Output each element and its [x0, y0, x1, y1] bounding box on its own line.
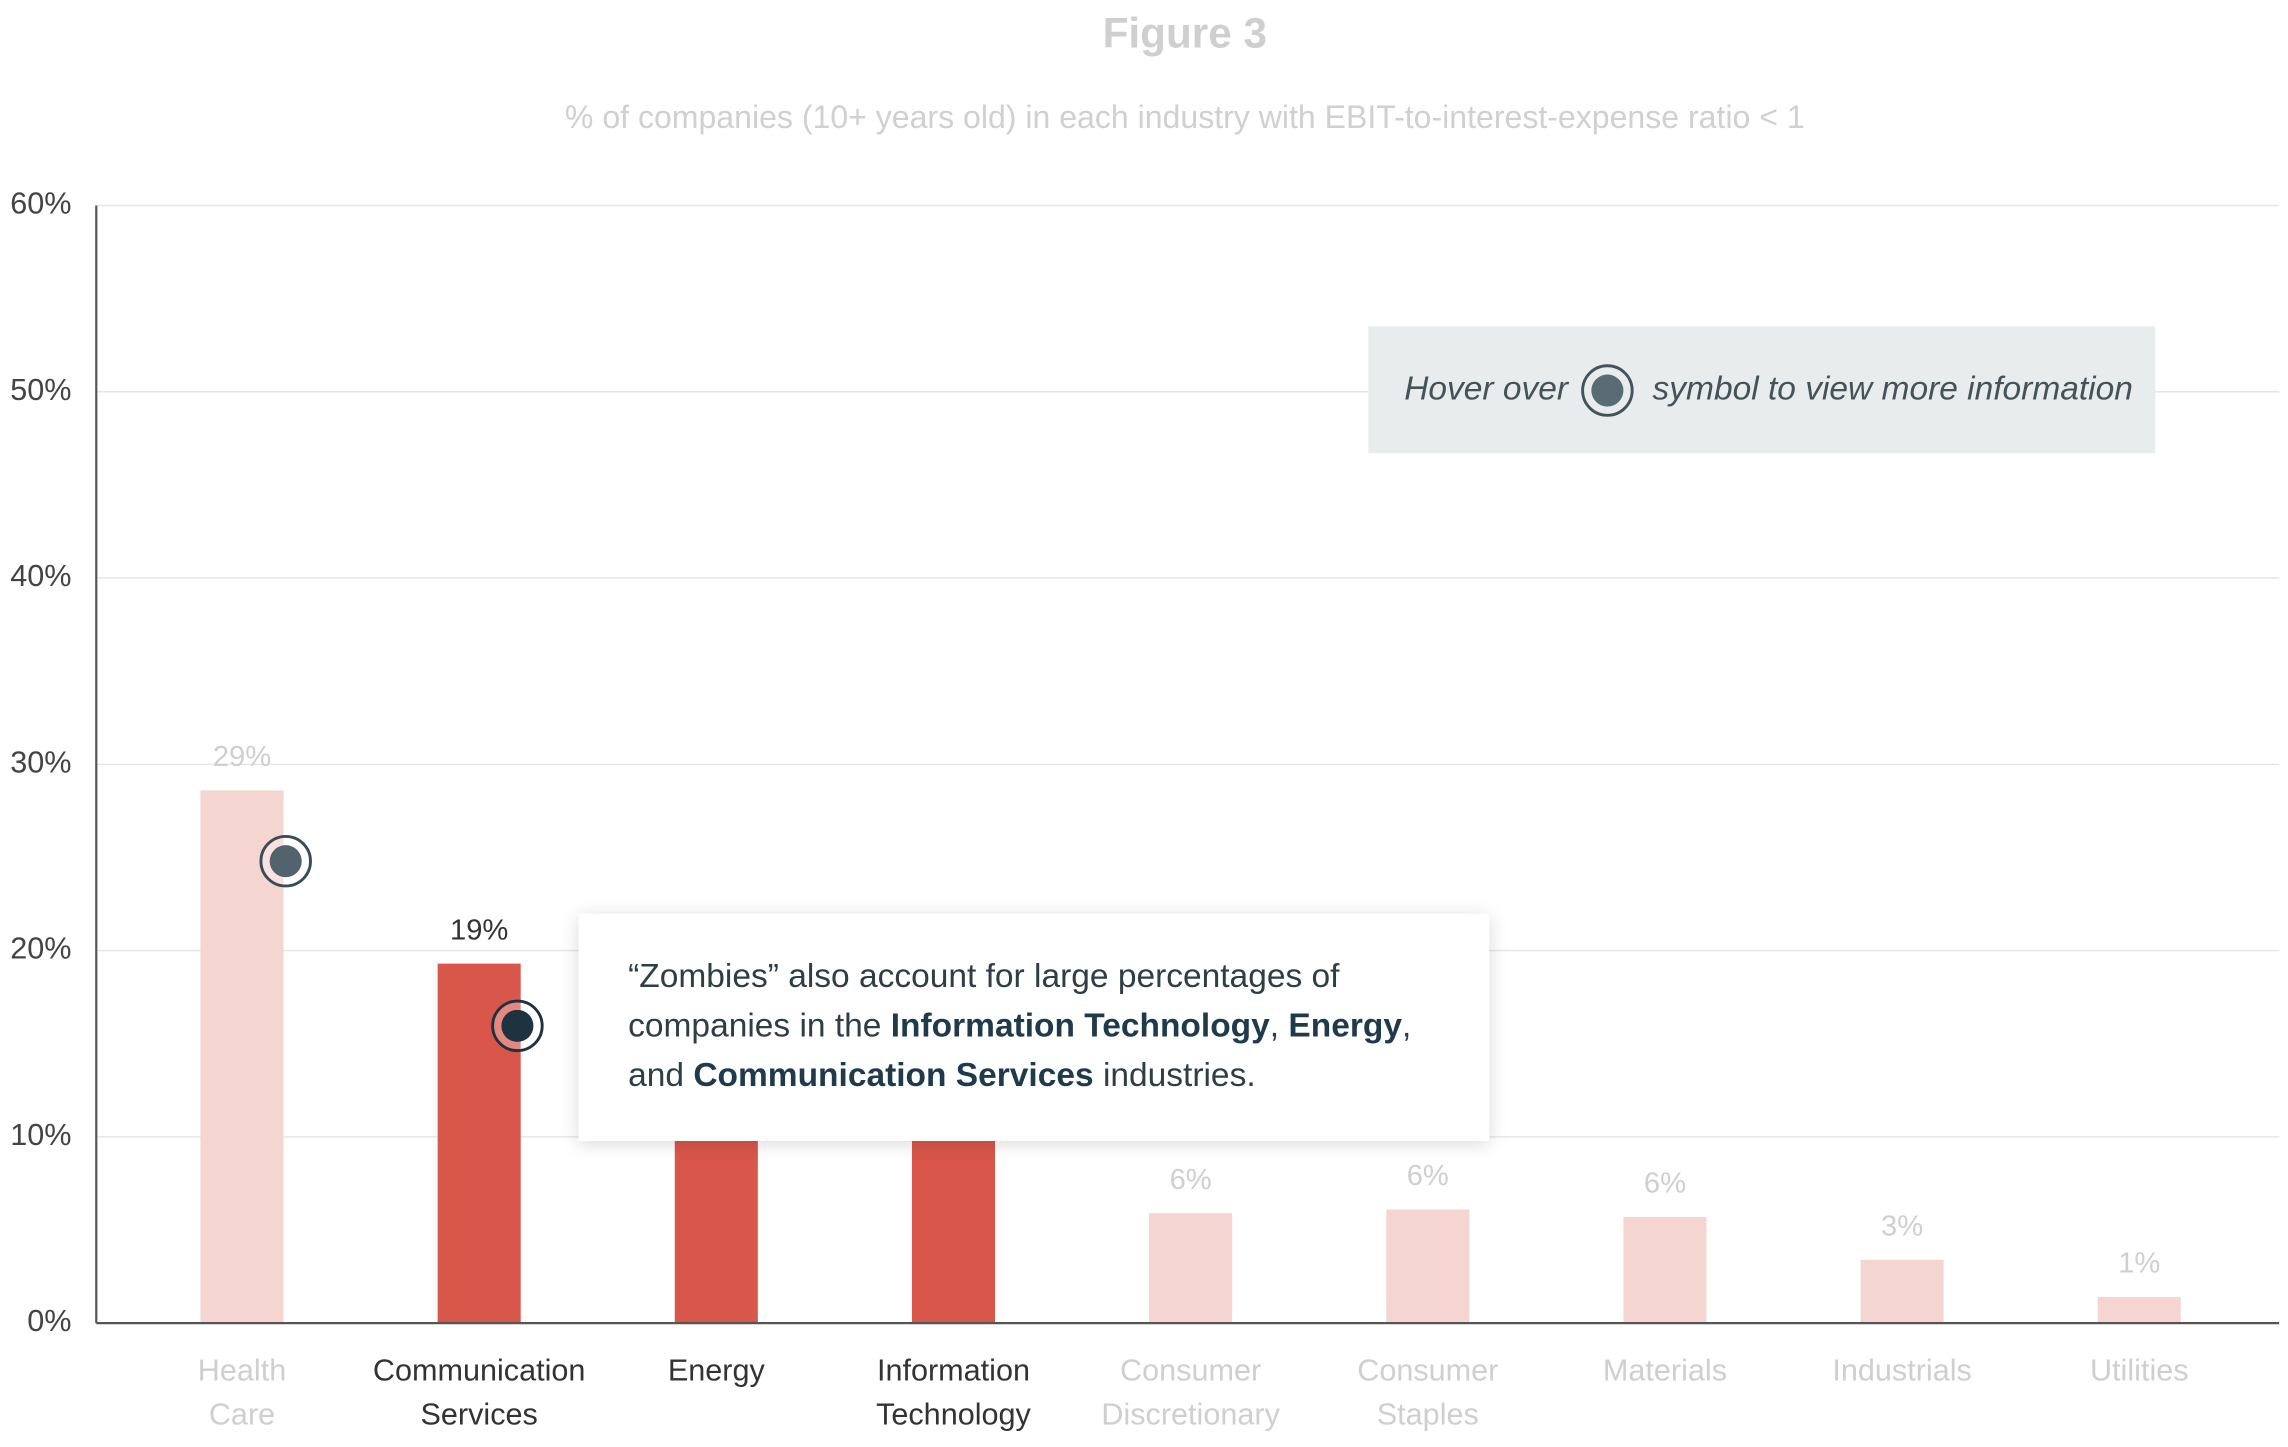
value-label: 1% — [2118, 1248, 2160, 1280]
value-label: 6% — [1170, 1164, 1212, 1196]
x-tick-label: Communication Services — [373, 1354, 586, 1432]
x-tick-label: Materials — [1603, 1354, 1727, 1388]
x-tick-label: Information Technology — [876, 1354, 1031, 1432]
x-tick-label: Consumer Staples — [1357, 1354, 1498, 1432]
info-marker[interactable] — [259, 834, 312, 888]
hint-box: Hover over symbol to view more informati… — [1368, 326, 2156, 454]
annotation-line: companies in the Information Technology,… — [628, 1007, 1411, 1044]
value-label: 6% — [1644, 1168, 1686, 1200]
annotation-segment: companies in the — [628, 1007, 891, 1044]
chart-subtitle: % of companies (10+ years old) in each i… — [565, 99, 1805, 135]
x-tick-label: Energy — [668, 1354, 766, 1388]
y-tick-label: 20% — [10, 932, 71, 966]
hint-icon — [1591, 374, 1624, 407]
annotation-segment: Communication Services — [693, 1057, 1093, 1094]
y-tick-label: 40% — [10, 559, 71, 593]
value-label: 19% — [450, 914, 508, 946]
x-tick-label: Health Care — [198, 1354, 286, 1432]
hint-icon-ring — [1581, 364, 1634, 417]
value-label: 29% — [213, 741, 271, 773]
info-marker-dot[interactable] — [501, 1009, 534, 1042]
value-label: 6% — [1407, 1160, 1449, 1192]
annotation-segment: , — [1270, 1007, 1289, 1044]
y-tick-label: 10% — [10, 1118, 71, 1152]
value-label: 3% — [1881, 1210, 1923, 1242]
annotation-segment: Information Technology — [891, 1007, 1270, 1044]
info-marker-dot[interactable] — [269, 845, 302, 878]
annotation-line: and Communication Services industries. — [628, 1057, 1255, 1094]
annotation-line: “Zombies” also account for large percent… — [628, 958, 1340, 995]
hint-background — [1368, 326, 2156, 454]
y-tick-label: 30% — [10, 745, 71, 779]
chart-title: Figure 3 — [1103, 10, 1267, 57]
annotation-segment: , — [1402, 1007, 1411, 1044]
bar — [1623, 1216, 1707, 1324]
annotation-box — [578, 913, 1490, 1141]
y-tick-label: 50% — [10, 373, 71, 407]
info-marker[interactable] — [491, 999, 544, 1053]
x-tick-label: Industrials — [1832, 1354, 1971, 1388]
hint-text: Hover over — [1404, 370, 1570, 407]
hint-text: symbol to view more information — [1653, 370, 2133, 407]
y-tick-label: 60% — [10, 187, 71, 221]
annotation-segment: and — [628, 1057, 693, 1094]
annotation-segment: “Zombies” also account for large percent… — [628, 958, 1340, 995]
bar — [2097, 1297, 2181, 1324]
annotation-segment: Energy — [1288, 1007, 1402, 1044]
bar — [1149, 1213, 1233, 1324]
annotation: “Zombies” also account for large percent… — [578, 913, 1490, 1141]
x-tick-label: Consumer Discretionary — [1101, 1354, 1280, 1432]
bar — [1860, 1259, 1944, 1324]
bar — [1386, 1209, 1470, 1324]
annotation-segment: industries. — [1094, 1057, 1256, 1094]
y-tick-label: 0% — [27, 1304, 71, 1338]
x-tick-label: Utilities — [2090, 1354, 2189, 1388]
